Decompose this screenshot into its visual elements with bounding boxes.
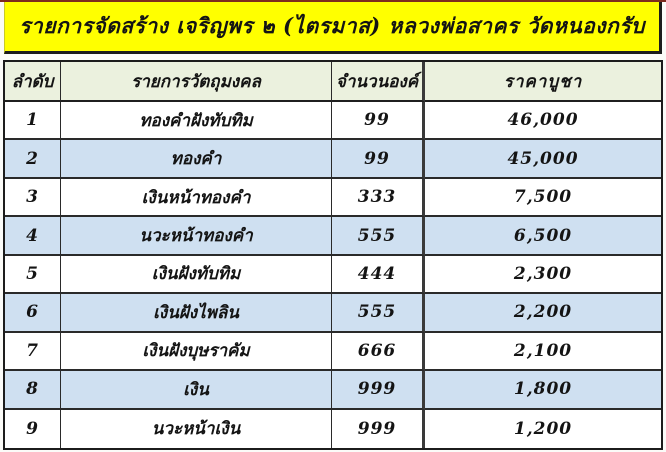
price-cell: 1,200 xyxy=(425,409,661,448)
quantity-cell: 333 xyxy=(332,178,425,218)
row-index-cell: 1 xyxy=(5,102,61,141)
quantity-cell: 555 xyxy=(332,294,425,333)
price-cell: 1,800 xyxy=(425,371,661,410)
quantity-cell: 99 xyxy=(332,102,425,141)
top-border-line xyxy=(0,0,666,2)
column-header-index: ลำดับ xyxy=(5,62,61,102)
item-name-cell: นวะหน้าเงิน xyxy=(61,409,332,448)
quantity-cell: 444 xyxy=(332,255,425,295)
price-cell: 6,500 xyxy=(425,217,661,256)
column-header-price: ราคาบูชา xyxy=(425,62,661,102)
quantity-cell: 555 xyxy=(332,217,425,256)
item-name-cell: เงินฝังไพลิน xyxy=(61,294,332,333)
row-index-cell: 5 xyxy=(5,255,61,295)
quantity-cell: 99 xyxy=(332,140,425,179)
column-header-quantity: จำนวนองค์ xyxy=(332,62,425,102)
row-index-cell: 7 xyxy=(5,332,61,372)
item-name-cell: เงินฝังบุษราคัม xyxy=(61,332,332,372)
page-title: รายการจัดสร้าง เจริญพร ๒ (ไตรมาส) หลวงพ่… xyxy=(19,13,645,38)
column-header-item: รายการวัตถุมงคล xyxy=(61,62,332,102)
quantity-cell: 666 xyxy=(332,332,425,372)
price-cell: 45,000 xyxy=(425,140,661,179)
price-cell: 2,200 xyxy=(425,294,661,333)
quantity-cell: 999 xyxy=(332,371,425,410)
price-cell: 46,000 xyxy=(425,102,661,141)
title-banner: รายการจัดสร้าง เจริญพร ๒ (ไตรมาส) หลวงพ่… xyxy=(4,2,662,54)
row-index-cell: 8 xyxy=(5,371,61,410)
item-name-cell: ทองคำ xyxy=(61,140,332,179)
row-index-cell: 6 xyxy=(5,294,61,333)
price-cell: 2,300 xyxy=(425,255,661,295)
quantity-cell: 999 xyxy=(332,409,425,448)
price-cell: 7,500 xyxy=(425,178,661,218)
item-name-cell: นวะหน้าทองคำ xyxy=(61,217,332,256)
item-name-cell: เงินหน้าทองคำ xyxy=(61,178,332,218)
price-table: ลำดับ รายการวัตถุมงคล จำนวนองค์ ราคาบูชา… xyxy=(3,60,663,450)
item-name-cell: เงินฝังทับทิม xyxy=(61,255,332,295)
row-index-cell: 4 xyxy=(5,217,61,256)
item-name-cell: เงิน xyxy=(61,371,332,410)
row-index-cell: 9 xyxy=(5,409,61,448)
item-name-cell: ทองคำฝังทับทิม xyxy=(61,102,332,141)
row-index-cell: 3 xyxy=(5,178,61,218)
row-index-cell: 2 xyxy=(5,140,61,179)
price-cell: 2,100 xyxy=(425,332,661,372)
